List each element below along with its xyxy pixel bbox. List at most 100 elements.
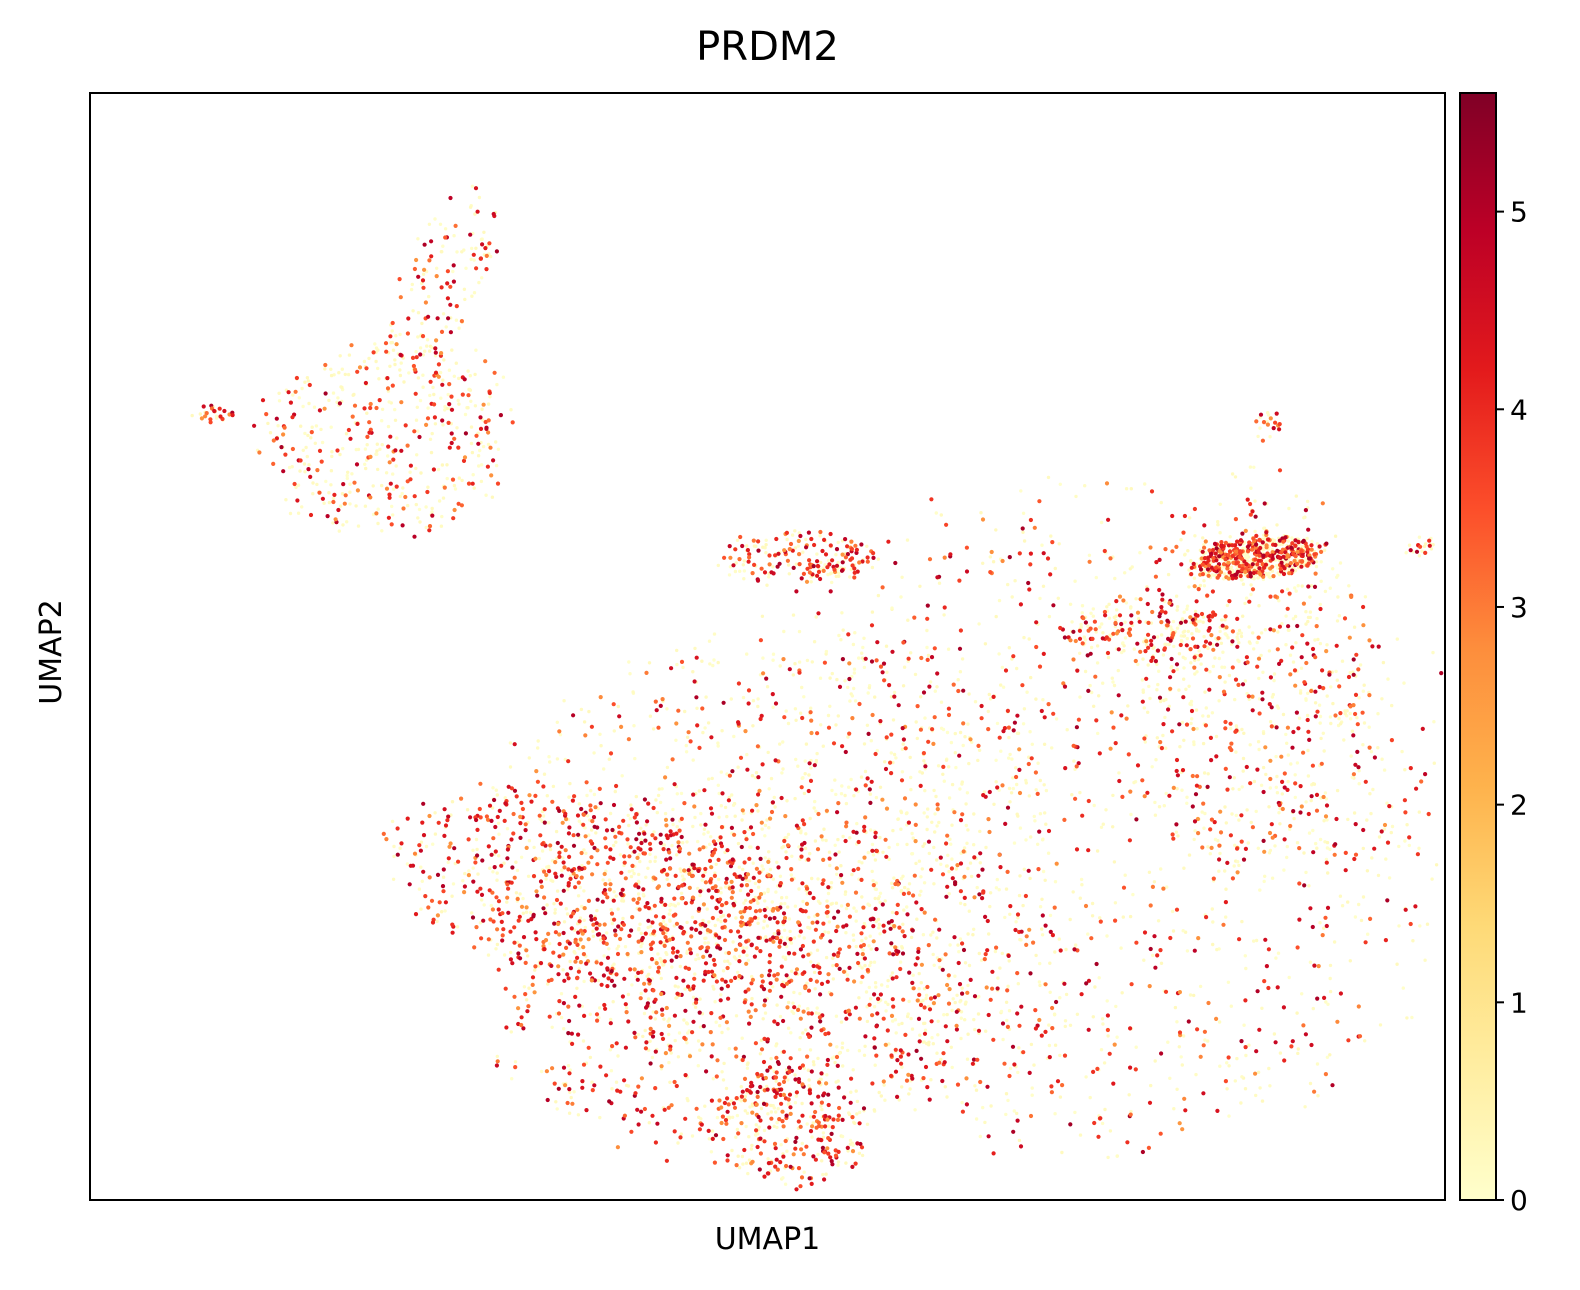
data-point	[303, 431, 307, 436]
data-point	[703, 726, 707, 730]
data-point	[1240, 682, 1246, 687]
data-point	[675, 853, 679, 857]
data-point	[1095, 1066, 1100, 1071]
data-point	[1323, 1072, 1328, 1077]
data-point	[957, 982, 963, 987]
data-point	[598, 732, 602, 736]
data-point	[1011, 776, 1015, 780]
data-point	[1351, 657, 1356, 662]
data-point	[1225, 860, 1230, 866]
data-point	[1129, 982, 1134, 987]
data-point	[1367, 638, 1372, 643]
data-point	[660, 1036, 666, 1041]
data-point	[1080, 883, 1084, 887]
data-point	[803, 846, 808, 851]
data-point	[479, 463, 484, 467]
data-point	[1162, 804, 1167, 808]
data-point	[555, 720, 559, 724]
data-point	[502, 861, 506, 865]
data-point	[1120, 991, 1124, 995]
data-point	[424, 844, 429, 849]
data-point	[1235, 846, 1240, 851]
data-point	[976, 1028, 982, 1033]
data-point	[883, 760, 887, 764]
data-point	[1044, 788, 1049, 793]
data-point	[1031, 940, 1036, 945]
data-point	[717, 877, 721, 882]
data-point	[977, 951, 981, 956]
data-point	[702, 788, 707, 793]
data-point	[1044, 822, 1048, 826]
data-point	[1211, 942, 1215, 947]
data-point	[835, 1045, 839, 1049]
data-point	[808, 977, 813, 983]
data-point	[794, 718, 798, 722]
data-point	[1309, 1042, 1314, 1048]
data-point	[1333, 842, 1338, 847]
data-point	[801, 1031, 805, 1035]
data-point	[647, 1121, 651, 1125]
data-point	[387, 495, 392, 500]
data-point	[847, 965, 852, 971]
data-point	[498, 413, 503, 418]
data-point	[354, 447, 358, 452]
data-point	[561, 968, 565, 972]
data-point	[748, 1105, 752, 1109]
data-point	[743, 1109, 747, 1113]
data-point	[266, 421, 270, 426]
data-point	[1218, 531, 1222, 535]
data-point	[1256, 549, 1261, 554]
data-point	[902, 796, 908, 801]
data-point	[345, 473, 349, 478]
data-point	[1151, 953, 1155, 958]
data-point	[620, 774, 624, 778]
data-point	[1123, 873, 1127, 877]
data-point	[1277, 802, 1282, 808]
data-point	[576, 894, 581, 898]
data-point	[788, 937, 793, 942]
data-point	[686, 1098, 690, 1103]
data-point	[760, 762, 765, 767]
data-point	[726, 1027, 730, 1031]
data-point	[944, 758, 949, 762]
data-point	[734, 916, 738, 920]
data-point	[567, 1111, 572, 1115]
data-point	[1053, 1043, 1058, 1047]
data-point	[1189, 721, 1193, 726]
data-point	[1113, 901, 1118, 905]
data-point	[1395, 637, 1400, 641]
data-point	[1206, 714, 1211, 718]
data-point	[1253, 514, 1258, 519]
data-point	[1225, 566, 1230, 571]
data-point	[1128, 914, 1133, 919]
data-point	[428, 393, 432, 398]
data-point	[495, 871, 499, 875]
data-point	[1268, 675, 1273, 680]
data-point	[934, 794, 938, 799]
data-point	[1352, 811, 1357, 815]
data-point	[1250, 694, 1255, 699]
data-point	[996, 976, 1000, 980]
data-point	[775, 1125, 779, 1130]
data-point	[327, 491, 331, 495]
data-point	[1223, 766, 1228, 772]
data-point	[1205, 567, 1210, 572]
data-point	[698, 1048, 702, 1052]
data-point	[439, 351, 444, 356]
data-point	[420, 321, 424, 326]
data-point	[765, 685, 770, 689]
data-point	[1233, 729, 1238, 734]
data-point	[905, 811, 909, 815]
data-point	[821, 838, 825, 842]
data-point	[1252, 939, 1256, 943]
data-point	[1174, 544, 1179, 550]
data-point	[1147, 1100, 1153, 1105]
data-point	[1017, 1023, 1022, 1028]
data-point	[782, 928, 787, 932]
data-point	[818, 676, 823, 680]
data-point	[1270, 876, 1275, 880]
data-point	[401, 486, 405, 490]
data-point	[1121, 915, 1126, 919]
data-point	[1404, 551, 1408, 555]
data-point	[1265, 551, 1270, 556]
